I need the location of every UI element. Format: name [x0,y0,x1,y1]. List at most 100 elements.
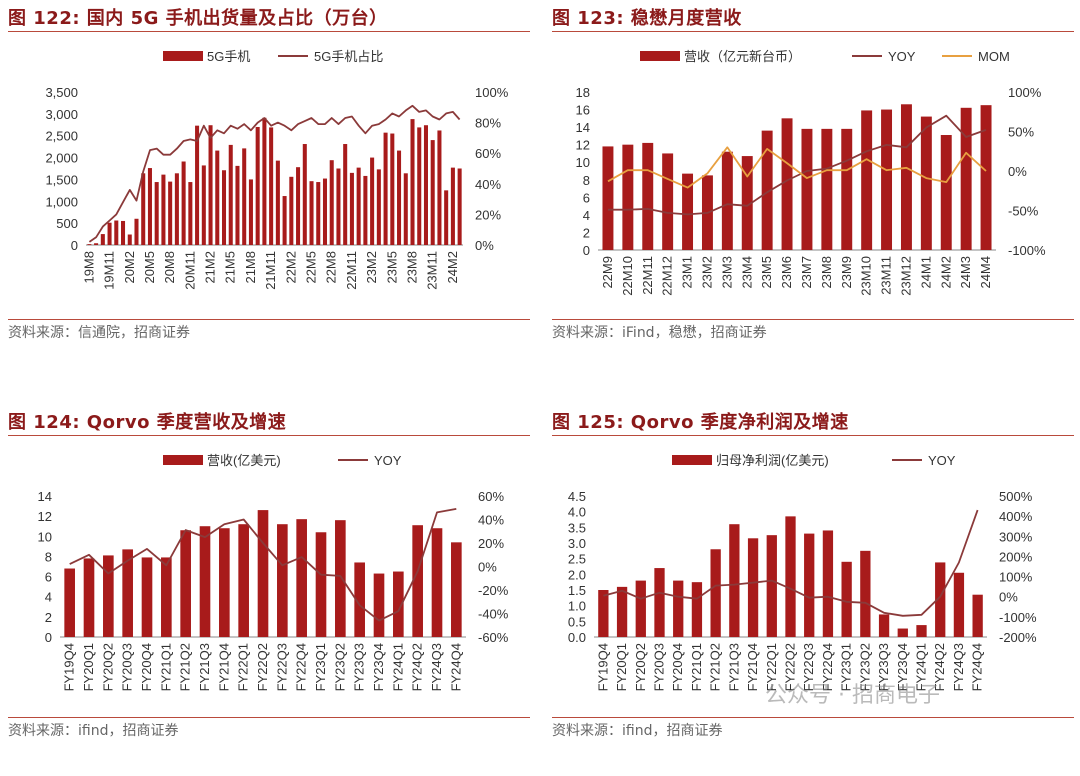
bar-FY23Q3 [354,562,365,637]
y-left-tick-label: 2 [45,610,52,625]
y-left-tick-label: 10 [576,155,590,170]
x-tick-label: 21M8 [243,251,258,284]
bar-21M5 [228,144,233,245]
y-left-tick-label: 6 [45,570,52,585]
y-left-tick-label: 4.5 [568,489,586,504]
x-tick-label: FY24Q2 [410,643,425,691]
bar-FY20Q3 [122,549,133,637]
x-tick-label: FY23Q1 [839,643,854,691]
bar-FY21Q1 [691,582,703,637]
x-tick-label: FY22Q2 [255,643,270,691]
bar-FY22Q1 [766,535,777,637]
x-tick-label: 20M5 [142,251,157,284]
x-tick-label: FY24Q2 [932,643,947,691]
x-tick-label: FY21Q1 [158,643,173,691]
legend-swatch-bar [672,455,712,465]
x-tick-label: FY24Q1 [914,643,929,691]
x-tick-label: 22M12 [660,256,675,296]
bar-22M11 [349,172,354,245]
x-tick-label: FY24Q3 [429,643,444,691]
x-tick-label: 23M7 [799,256,814,289]
x-tick-label: FY22Q2 [783,643,798,691]
x-tick-label: FY19Q4 [595,643,610,691]
bar-22M12 [356,167,361,245]
y-left-tick-label: 0.5 [568,614,586,629]
legend-label: 5G手机 [207,49,250,64]
bar-FY22Q3 [804,533,815,637]
y-right-tick-label: -40% [478,607,509,622]
bar-FY22Q2 [257,510,269,637]
legend-label: MOM [978,49,1010,64]
chart-qorvo-net-profit: 归母净利润(亿美元) YOY 0.00.51.01.52.02.53.03.54.0… [568,453,1037,691]
x-tick-label: FY20Q3 [120,643,135,691]
source-rule [552,319,1074,320]
bar-FY23Q3 [878,614,890,637]
x-tick-label: 24M2 [938,256,953,289]
y-left-tick-label: 3,000 [45,107,78,122]
x-tick-label: FY21Q4 [745,643,760,691]
y-right-tick-label: 100% [999,570,1033,585]
bar-FY24Q4 [972,594,983,637]
bar-23M7 [801,128,813,250]
bar-FY20Q2 [635,580,646,637]
bar-23M9 [841,128,853,250]
y-left-tick-label: 0 [71,238,78,253]
figure-title: 图 123: 稳懋月度营收 [552,8,742,29]
x-tick-label: FY23Q1 [313,643,328,691]
bar-22M5 [309,181,314,245]
bar-23M10 [861,110,873,250]
bar-23M12 [437,130,442,245]
bar-22M4 [302,144,307,245]
y-left-tick-label: 12 [38,509,52,524]
bar-20M2 [127,234,132,245]
bar-FY21Q2 [710,549,721,637]
bar-22M10 [622,144,634,250]
bar-FY22Q1 [238,524,249,637]
bar-24M1 [920,116,932,250]
x-tick-label: 23M4 [739,256,754,289]
x-tick-label: FY23Q4 [371,643,386,691]
y-left-tick-label: 14 [38,489,52,504]
x-tick-label: FY20Q3 [652,643,667,691]
figure-title: 图 122: 国内 5G 手机出货量及占比（万台） [8,8,388,29]
bar-19M9 [94,243,99,245]
bar-FY22Q4 [822,530,834,637]
x-tick-label: 23M1 [680,256,695,289]
y-right-tick-label: 200% [999,549,1033,564]
chart-panel-123: 图 123: 稳懋月度营收 营收（亿元新台币） YOY MOM 0 2 4 6 8 10 12 14… [552,0,1074,372]
bar-23M5 [761,130,773,250]
x-tick-label: FY23Q2 [857,643,872,691]
x-tick-label: FY21Q4 [216,643,231,691]
bar-23M1 [363,175,368,245]
bar-FY20Q1 [83,558,95,637]
y-right-tick-label: 80% [475,116,501,131]
y-right-tick-label: 40% [478,513,504,528]
bar-23M1 [682,173,694,250]
y-right-tick-label: 100% [475,85,509,100]
bar-23M11 [881,109,893,250]
bar-FY21Q4 [747,538,759,637]
bar-FY22Q2 [785,516,796,637]
y-right-tick-label: -200% [999,630,1037,645]
bar-21M9 [255,126,260,245]
legend-label: YOY [928,453,956,468]
y-right-tick-label: 400% [999,509,1033,524]
bar-FY19Q4 [598,590,609,637]
bar-21M7 [242,148,247,245]
bar-23M7 [403,173,408,245]
y-right-tick-label: 0% [999,590,1018,605]
bar-20M4 [141,173,146,245]
bar-21M6 [235,165,240,245]
bar-24M4 [980,105,992,251]
bar-23M5 [390,133,395,245]
bar-20M10 [181,161,186,245]
source-note: 资料来源：ifind，招商证券 [8,723,179,739]
x-tick-label: 23M12 [898,256,913,296]
x-tick-label: 23M3 [719,256,734,289]
bar-23M2 [370,157,375,245]
bar-FY23Q2 [860,550,871,637]
bar-23M3 [376,169,381,245]
y-left-tick-label: 4 [45,590,52,605]
bar-20M8 [168,181,173,245]
source-rule [552,717,1074,718]
